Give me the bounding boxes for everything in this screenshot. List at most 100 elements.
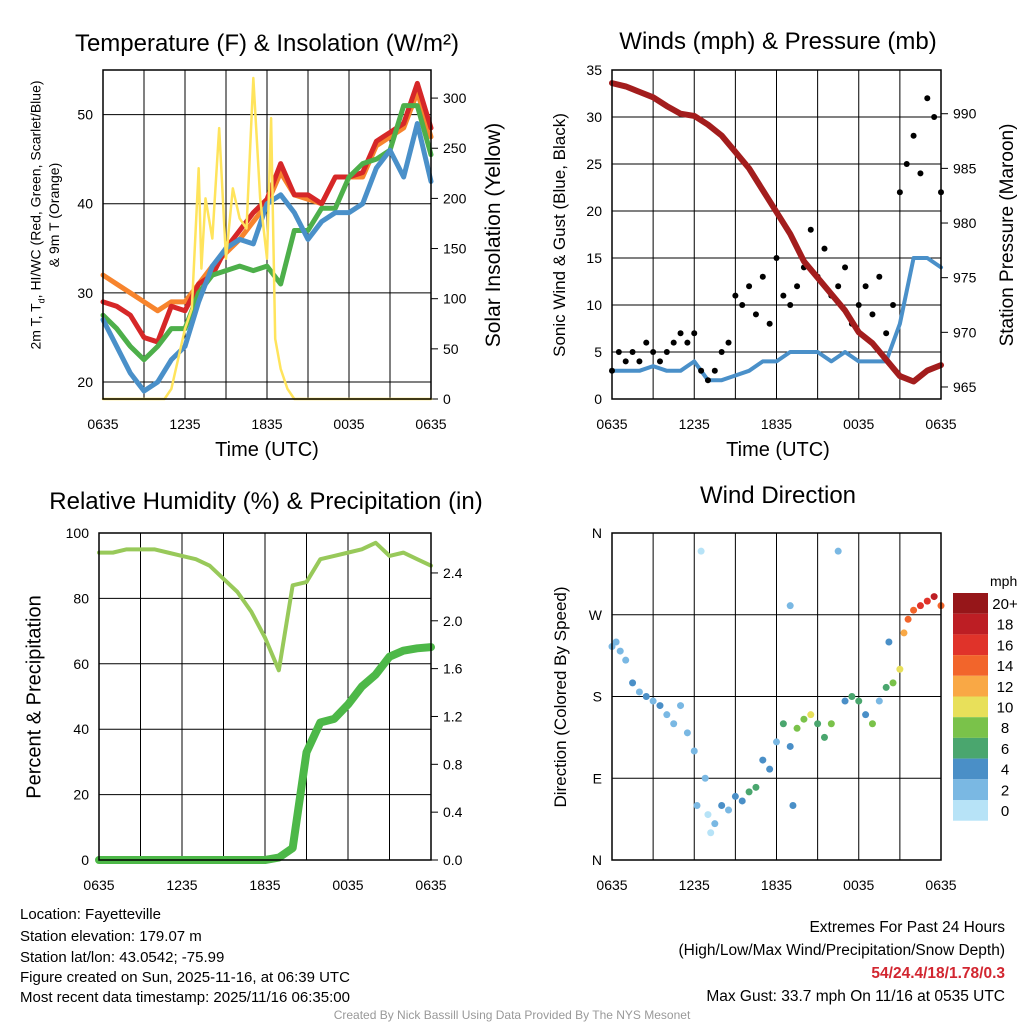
direction-point (704, 811, 712, 819)
y2-tick-label: 250 (443, 140, 467, 156)
y-tick-label: 35 (586, 62, 602, 78)
y2-tick-label: 0.4 (443, 804, 463, 820)
temp-chart-title: Temperature (F) & Insolation (W/m²) (74, 30, 460, 57)
plot-border (611, 69, 942, 400)
temp-x-label: Time (UTC) (215, 439, 319, 461)
y-tick-label: 30 (77, 285, 93, 301)
direction-point (779, 720, 787, 728)
x-tick-label: 1835 (761, 877, 792, 893)
direction-point (690, 747, 698, 755)
plot-border (611, 532, 942, 861)
y2-tick-label: 200 (443, 190, 467, 206)
direction-point (622, 656, 630, 664)
plot-border (102, 69, 432, 400)
gust-point (732, 292, 739, 299)
temp-y-label-sub: d (36, 298, 47, 304)
direction-point (670, 720, 678, 728)
direction-point (697, 547, 705, 555)
direction-point (707, 829, 715, 837)
gust-point (643, 339, 650, 346)
colorbar-swatch (953, 696, 988, 718)
gust-point (629, 349, 636, 355)
x-tick-label: 0635 (596, 877, 627, 893)
gust-point (698, 367, 705, 374)
direction-point (745, 788, 753, 796)
direction-point (900, 629, 908, 637)
x-tick-label: 0635 (415, 877, 446, 893)
gust-point (718, 349, 725, 355)
x-tick-label: 0035 (332, 877, 363, 893)
gust-point (862, 283, 869, 290)
y2-tick-label: 970 (953, 324, 977, 340)
direction-point (642, 693, 650, 700)
y-tick-label: 20 (586, 203, 602, 219)
direction-point (612, 638, 620, 646)
direction-point (814, 720, 822, 728)
direction-point (930, 593, 938, 601)
x-tick-label: 0035 (843, 877, 874, 893)
direction-point (718, 802, 726, 809)
y2-tick-label: 150 (443, 241, 467, 257)
gust-point (787, 302, 794, 308)
direction-point (649, 697, 657, 705)
y2-tick-label: 2.0 (443, 613, 463, 629)
x-tick-label: 1235 (679, 416, 710, 432)
colorbar-label: 14 (997, 658, 1014, 675)
footer-recent: Most recent data timestamp: 2025/11/16 0… (20, 989, 350, 1006)
colorbar-swatch (953, 758, 988, 780)
colorbar-label: 16 (997, 637, 1014, 654)
colorbar-label: 12 (997, 679, 1014, 696)
credit-line: Created By Nick Bassill Using Data Provi… (333, 1008, 691, 1022)
y-tick-label: 100 (66, 525, 90, 541)
gust-point (746, 283, 753, 290)
direction-point (701, 774, 709, 782)
colorbar-label: 4 (1001, 762, 1009, 779)
gust-point (656, 358, 663, 365)
direction-point (738, 797, 746, 805)
extremes-legend: (High/Low/Max Wind/Precipitation/Snow De… (678, 942, 1006, 959)
y2-tick-label: 0.8 (443, 756, 463, 772)
y-tick-label: W (589, 607, 603, 623)
gust-point (924, 95, 931, 102)
colorbar-swatch (953, 634, 988, 656)
y2-tick-label: 1.6 (443, 661, 463, 677)
direction-point (904, 615, 912, 623)
series-solar-insolation (101, 76, 433, 401)
y2-tick-label: 965 (953, 379, 977, 395)
colorbar-swatch (953, 675, 988, 697)
colorbar-label: 10 (997, 700, 1014, 717)
y-tick-label: 30 (586, 109, 602, 125)
y-tick-label: 60 (73, 656, 89, 672)
gust-point (794, 283, 801, 290)
gust-point (910, 132, 917, 139)
x-tick-label: 0635 (596, 416, 627, 432)
y-tick-label: 15 (586, 250, 602, 266)
direction-point (800, 715, 808, 723)
direction-point (820, 733, 828, 741)
direction-point (910, 606, 918, 614)
colorbar-label: 0 (1001, 803, 1009, 820)
direction-point (786, 602, 794, 610)
y-tick-label: 80 (73, 590, 89, 606)
gust-point (835, 283, 842, 290)
gust-point (615, 349, 622, 355)
gust-point (691, 330, 698, 337)
direction-point (923, 597, 931, 605)
gust-point (780, 292, 787, 299)
rh-y-label: Percent & Precipitation (23, 595, 46, 799)
direction-point (793, 724, 801, 732)
gust-point (876, 273, 883, 280)
plot-border (98, 532, 432, 861)
y-tick-label: 5 (594, 344, 602, 360)
x-tick-label: 0635 (83, 877, 114, 893)
direction-point (916, 602, 924, 610)
pressure-y-label: Station Pressure (Maroon) (997, 123, 1018, 347)
gust-point (773, 255, 780, 261)
y-tick-label: 20 (73, 787, 89, 803)
direction-point (711, 820, 719, 828)
gust-point (677, 330, 684, 337)
y2-tick-label: 980 (953, 215, 977, 231)
y2-tick-label: 50 (443, 341, 459, 357)
gust-point (650, 349, 657, 355)
